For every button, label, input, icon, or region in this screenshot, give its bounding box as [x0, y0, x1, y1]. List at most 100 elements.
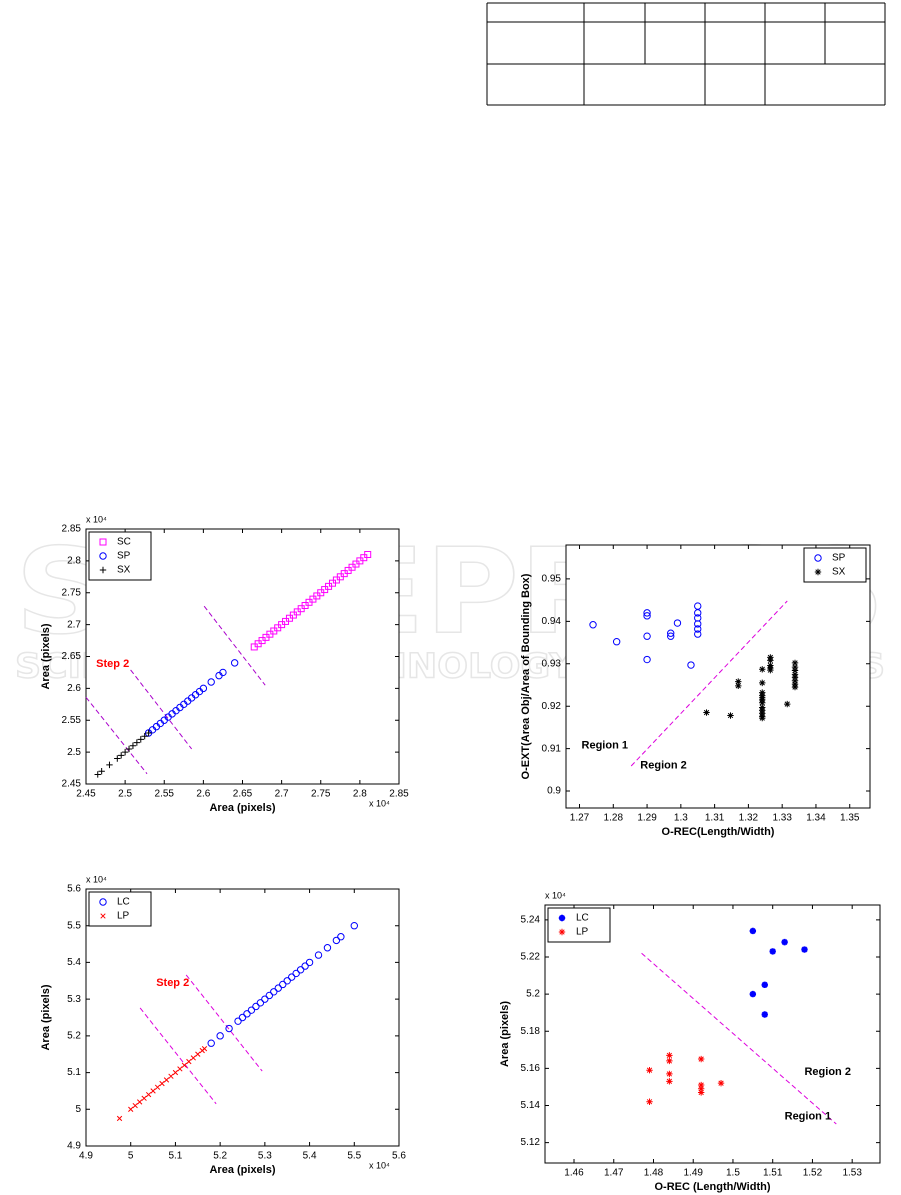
- marker: [106, 761, 113, 769]
- y-tick-label: 5.24: [521, 914, 541, 925]
- marker: [314, 951, 323, 959]
- marker: [168, 1073, 174, 1079]
- y-tick-label: 5.14: [521, 1100, 541, 1111]
- marker: [727, 712, 734, 719]
- legend-marker: [558, 928, 566, 936]
- series: [207, 922, 358, 1047]
- legend-marker: [100, 913, 106, 919]
- marker: [186, 1058, 192, 1065]
- y-tick-label: 5.6: [67, 884, 81, 895]
- marker: [759, 666, 766, 673]
- x-axis-label: O-REC(Length/Width): [662, 826, 775, 838]
- x-tick-label: 1.46: [564, 1168, 584, 1179]
- marker: [172, 1069, 179, 1076]
- marker: [190, 1055, 196, 1061]
- marker: [332, 936, 341, 945]
- marker: [195, 1051, 201, 1057]
- marker: [114, 755, 121, 762]
- x-tick-label: 5.2: [213, 1151, 227, 1162]
- x-tick-label: 5.1: [168, 1151, 182, 1162]
- marker: [735, 678, 742, 685]
- scatter-chart: 2.45 2.5 2.55 2.6 2.65 2.7 2.75 2.8 2.85 2.45 2.5 2…: [40, 514, 409, 814]
- marker: [694, 620, 702, 628]
- marker: [769, 948, 776, 955]
- marker: [137, 736, 144, 743]
- marker: [247, 1006, 256, 1014]
- annotation: Step 2: [156, 977, 189, 989]
- marker: [323, 944, 332, 952]
- marker: [238, 1013, 247, 1022]
- y-tick-label: 5.18: [521, 1026, 541, 1037]
- marker: [697, 1081, 705, 1089]
- boundary-line: [203, 605, 266, 686]
- y-tick-label: 5.2: [67, 1030, 81, 1041]
- y-tick-label: 5.16: [521, 1063, 541, 1074]
- marker: [265, 991, 274, 1000]
- x-tick-label: 1.29: [637, 813, 657, 824]
- x-tick-label: 1.28: [604, 813, 624, 824]
- y-tick-label: 2.7: [67, 619, 81, 630]
- marker: [279, 980, 287, 989]
- x-tick-label: 1.52: [803, 1168, 823, 1179]
- marker: [145, 729, 152, 737]
- x-tick-label: 1.27: [570, 813, 590, 824]
- marker: [759, 714, 766, 722]
- marker: [234, 1017, 242, 1025]
- legend-marker: [814, 568, 822, 576]
- marker: [667, 629, 675, 637]
- marker: [125, 745, 133, 753]
- y-tick-label: 2.6: [67, 683, 81, 694]
- marker: [694, 625, 702, 633]
- marker: [666, 1057, 673, 1065]
- marker: [129, 742, 137, 749]
- y-axis-label: Area (pixels): [40, 984, 52, 1050]
- marker: [350, 922, 358, 930]
- marker: [181, 1062, 188, 1068]
- boundary-line: [630, 600, 788, 767]
- series: [144, 659, 239, 737]
- annotation: Region 2: [640, 759, 686, 771]
- marker: [219, 668, 227, 677]
- marker: [666, 1078, 673, 1085]
- x-tick-label: 2.7: [275, 789, 289, 800]
- x-exponent: x 10⁴: [369, 1160, 390, 1170]
- x-tick-label: 2.85: [389, 789, 409, 800]
- x-tick-label: 5.3: [258, 1151, 272, 1162]
- marker: [145, 1091, 152, 1098]
- marker: [791, 683, 799, 691]
- boundary-line: [185, 974, 263, 1072]
- legend: LC LP: [547, 907, 611, 943]
- annotation: Step 2: [96, 658, 129, 670]
- x-axis-label: Area (pixels): [209, 802, 275, 814]
- marker: [612, 638, 621, 646]
- series: [250, 551, 372, 651]
- marker: [759, 679, 766, 687]
- marker: [781, 938, 788, 946]
- marker: [767, 657, 774, 664]
- legend: SP SX: [803, 547, 867, 583]
- marker: [256, 999, 265, 1007]
- x-tick-label: 2.5: [118, 789, 132, 800]
- marker: [274, 984, 282, 992]
- marker: [749, 990, 757, 998]
- y-tick-label: 2.75: [62, 587, 82, 598]
- y-tick-label: 2.8: [67, 556, 81, 567]
- series: [703, 654, 799, 722]
- marker: [694, 609, 702, 617]
- marker: [646, 1098, 653, 1105]
- scatter-chart: 1.46 1.47 1.48 1.49 1.5 1.51 1.52 1.53 5.12 5.14 5…: [499, 890, 881, 1193]
- marker: [667, 632, 675, 640]
- marker: [230, 659, 239, 667]
- x-tick-label: 2.6: [196, 789, 210, 800]
- x-tick-label: 1.31: [705, 813, 725, 824]
- x-tick-label: 1.32: [739, 813, 759, 824]
- marker: [150, 1088, 156, 1094]
- legend-label: SC: [117, 537, 131, 548]
- marker: [141, 1095, 147, 1101]
- marker: [270, 988, 278, 996]
- legend: LC LP: [88, 891, 152, 927]
- x-tick-label: 1.51: [763, 1168, 783, 1179]
- scatter-chart: 4.9 5 5.1 5.2 5.3 5.4 5.5 5.6 4.9 5 5.1 5.2 5.3 5.4 5.…: [40, 874, 406, 1176]
